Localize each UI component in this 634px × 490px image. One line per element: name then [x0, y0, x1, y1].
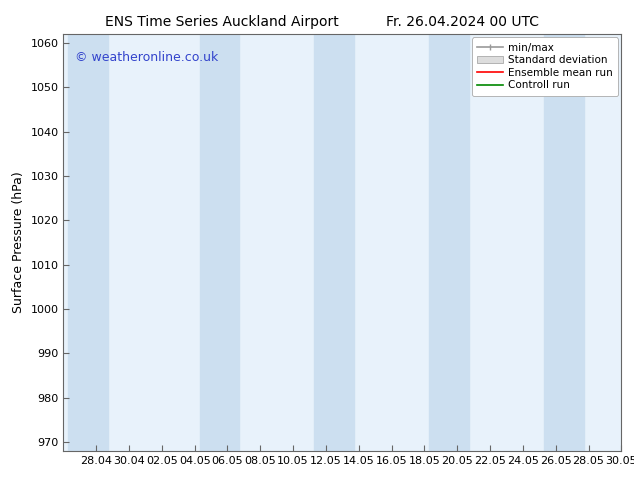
Bar [314, 34, 354, 451]
Bar [200, 34, 239, 451]
Text: Fr. 26.04.2024 00 UTC: Fr. 26.04.2024 00 UTC [386, 15, 540, 29]
Legend: min/max, Standard deviation, Ensemble mean run, Controll run: min/max, Standard deviation, Ensemble me… [472, 37, 618, 96]
Text: © weatheronline.co.uk: © weatheronline.co.uk [75, 51, 218, 64]
Y-axis label: Surface Pressure (hPa): Surface Pressure (hPa) [12, 172, 25, 314]
Text: ENS Time Series Auckland Airport: ENS Time Series Auckland Airport [105, 15, 339, 29]
Bar [429, 34, 469, 451]
Bar [544, 34, 583, 451]
Bar [68, 34, 108, 451]
